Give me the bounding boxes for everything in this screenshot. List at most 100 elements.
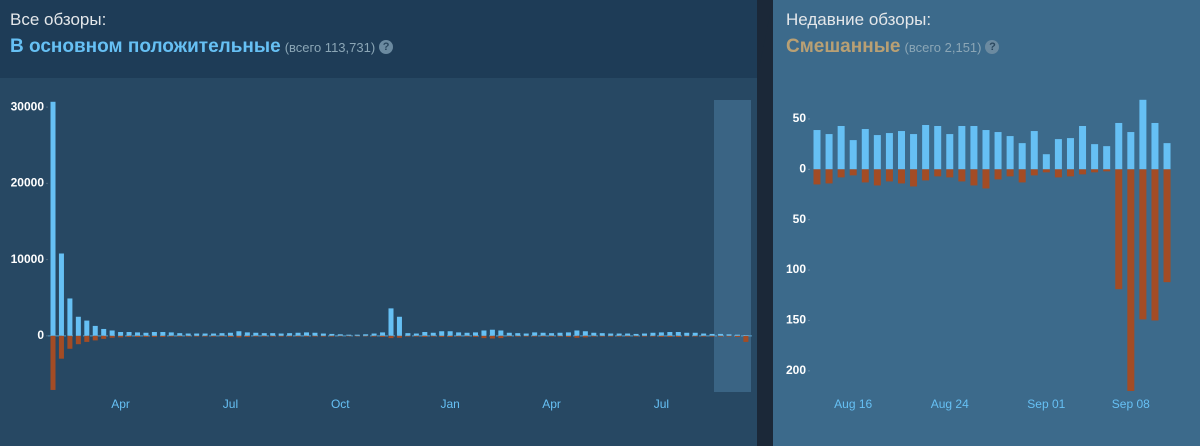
bar (219, 335, 225, 337)
bar (50, 101, 56, 336)
bar (726, 335, 732, 337)
bar (456, 335, 462, 337)
bar (1103, 169, 1111, 172)
bar (422, 335, 428, 337)
bar (1139, 169, 1147, 320)
bar (295, 332, 301, 336)
bar (837, 169, 845, 178)
bar (726, 334, 732, 336)
bar (304, 335, 309, 337)
bar (67, 335, 73, 349)
bar (934, 126, 942, 170)
bar (270, 335, 276, 337)
y-tick-label: 0 (799, 161, 806, 175)
bar (582, 331, 588, 336)
bar (413, 335, 419, 337)
bar (287, 333, 293, 336)
bar (92, 325, 98, 336)
x-tick-label: Apr (111, 397, 130, 411)
bar (692, 332, 698, 336)
bar (58, 335, 64, 359)
bar (1079, 169, 1087, 175)
bar (151, 332, 157, 336)
bar (464, 332, 470, 336)
recent-window (714, 100, 751, 392)
bar (422, 332, 428, 336)
bar (658, 332, 664, 336)
bar (430, 335, 436, 337)
bar (540, 332, 546, 336)
left-header-bg (0, 0, 757, 78)
bar (464, 335, 470, 337)
bar (261, 333, 267, 336)
bar (813, 130, 821, 170)
bar (825, 134, 833, 170)
all-reviews-header: Все обзоры: В основном положительные (все… (0, 0, 757, 78)
bar (1006, 169, 1014, 177)
bar (982, 130, 990, 170)
bar (849, 169, 857, 176)
bar (565, 335, 571, 337)
bar (684, 335, 690, 337)
bar (84, 320, 90, 336)
bar (253, 332, 259, 336)
bar (549, 333, 555, 336)
review-total: (всего 113,731) (284, 40, 376, 55)
bar (873, 135, 881, 170)
bar (244, 332, 250, 336)
y-tick-label: 50 (793, 111, 807, 125)
bar (473, 332, 478, 336)
bar (650, 335, 656, 337)
bar (813, 169, 821, 185)
bar (278, 333, 284, 336)
bar (658, 335, 664, 337)
bar (371, 335, 377, 337)
bar (101, 335, 107, 339)
bar (825, 169, 833, 184)
bar (396, 316, 402, 336)
bar (970, 169, 978, 186)
bar (549, 335, 555, 337)
bar (608, 335, 614, 337)
bar (481, 330, 487, 336)
bar (1127, 132, 1135, 170)
bar (363, 335, 369, 337)
bar (946, 169, 954, 178)
bar (591, 335, 597, 337)
bar (616, 335, 622, 337)
bar (910, 134, 918, 170)
bar (885, 133, 893, 170)
bar (456, 332, 462, 336)
bar (202, 335, 208, 337)
bar (1079, 126, 1087, 170)
bar (489, 329, 495, 336)
bar (599, 333, 605, 336)
bar (211, 335, 217, 337)
bar (922, 124, 930, 170)
help-icon[interactable]: ? (985, 40, 1000, 54)
bar (337, 334, 343, 336)
bar (126, 332, 132, 336)
bar (75, 335, 81, 345)
x-tick-label: Jul (223, 397, 238, 411)
bar (168, 332, 174, 336)
help-icon[interactable]: ? (379, 40, 394, 54)
bar (1103, 146, 1111, 170)
bar (633, 335, 639, 337)
bar (50, 335, 56, 390)
bar (743, 335, 749, 342)
bar (135, 332, 140, 336)
recent-reviews-header: Недавние обзоры: Смешанные (всего 2,151)? (776, 0, 1200, 78)
bar (642, 333, 647, 336)
bar (506, 335, 512, 337)
bar (177, 333, 183, 336)
bar (1151, 122, 1159, 170)
bar (1066, 169, 1074, 177)
review-summary: Смешанные (786, 36, 901, 57)
bar (642, 335, 647, 337)
bar (667, 332, 673, 336)
bar (473, 335, 478, 337)
bar (861, 169, 869, 183)
bar (873, 169, 881, 186)
